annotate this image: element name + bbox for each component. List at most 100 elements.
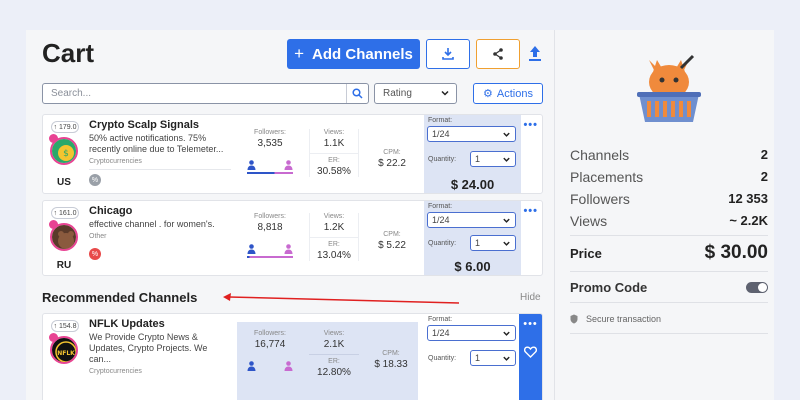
svg-text:$: $: [63, 149, 69, 159]
rank-badge: ↑ 154.8: [51, 320, 79, 332]
upload-button[interactable]: [526, 42, 544, 64]
avatar-image: NFLK: [52, 338, 76, 362]
channel-avatar[interactable]: [50, 223, 78, 251]
male-icon: [247, 160, 256, 170]
er-value: 12.80%: [317, 367, 351, 378]
actions-label: Actions: [496, 87, 533, 100]
heart-icon[interactable]: [524, 346, 537, 358]
search-input[interactable]: Search...: [42, 83, 369, 104]
gender-bar: [247, 256, 293, 258]
format-value: 1/24: [432, 328, 450, 338]
views-label: Views:: [323, 213, 345, 220]
more-menu-icon[interactable]: •••: [523, 318, 538, 330]
quantity-select[interactable]: 1: [470, 151, 516, 167]
format-value: 1/24: [432, 215, 450, 225]
cpm-label: CPM:: [383, 149, 401, 156]
gender-bar: [247, 172, 293, 174]
plus-icon: +: [294, 44, 305, 63]
channel-info: Chicago effective channel . for women's.…: [89, 205, 231, 260]
format-select[interactable]: 1/24: [427, 126, 516, 142]
channel-name[interactable]: Chicago: [89, 205, 133, 217]
add-channels-button[interactable]: + Add Channels: [287, 39, 420, 69]
er-label: ER:: [309, 354, 359, 365]
followers-value: 12 353: [728, 191, 768, 206]
quantity-label: Quantity:: [428, 240, 457, 247]
channel-avatar[interactable]: NFLK: [50, 336, 78, 364]
secure-transaction: Secure transaction: [570, 314, 661, 324]
er-label: ER:: [310, 153, 358, 164]
cart-item: ↑ 161.0 RU Chicago effective channel . f…: [42, 200, 543, 276]
format-label: Format:: [428, 316, 453, 323]
channel-description: 50% active notifications. 75% recently o…: [89, 133, 224, 154]
country-code: RU: [56, 260, 72, 271]
favorite-dot: [49, 333, 58, 342]
add-channels-label: Add Channels: [312, 45, 413, 63]
secure-label: Secure transaction: [586, 314, 662, 324]
cpm-value: $ 5.22: [378, 240, 406, 251]
svg-text:NFLK: NFLK: [57, 350, 75, 357]
cpm-stat: CPM: $ 18.33: [368, 350, 414, 370]
quantity-select[interactable]: 1: [470, 235, 516, 251]
hide-recommended-link[interactable]: Hide: [520, 292, 541, 303]
more-menu-icon[interactable]: •••: [523, 119, 538, 131]
chevron-down-icon: [503, 132, 510, 137]
rank-value: 179.0: [58, 123, 77, 131]
gear-icon: ⚙: [483, 88, 493, 100]
cpm-value: $ 22.2: [378, 158, 406, 169]
cpm-value: $ 18.33: [374, 359, 408, 370]
download-button[interactable]: [426, 39, 470, 69]
cpm-stat: CPM: $ 22.2: [369, 149, 415, 169]
channel-name[interactable]: NFLK Updates: [89, 318, 165, 330]
percent-badge: %: [89, 248, 101, 260]
channel-category: Other: [89, 233, 107, 240]
quantity-label: Quantity:: [428, 355, 457, 362]
followers-stat: Followers: 3,535: [247, 129, 293, 149]
format-select[interactable]: 1/24: [427, 325, 516, 341]
avatar-image: [52, 225, 76, 249]
promo-label: Promo Code: [570, 280, 648, 295]
channel-avatar[interactable]: $: [50, 137, 78, 165]
recommended-title: Recommended Channels: [42, 290, 198, 305]
add-to-cart-column[interactable]: •••: [519, 314, 542, 400]
male-icon: [247, 361, 256, 371]
quantity-value: 1: [475, 238, 481, 248]
cpm-label: CPM:: [383, 231, 401, 238]
more-menu-icon[interactable]: •••: [523, 205, 538, 217]
share-button[interactable]: [476, 39, 520, 69]
rank-value: 161.0: [58, 209, 77, 217]
search-icon: [352, 88, 363, 99]
cart-summary: Channels 2 Placements 2 Followers 12 353…: [554, 30, 774, 400]
channel-description: effective channel . for women's.: [89, 219, 215, 229]
sort-select[interactable]: Rating: [374, 83, 457, 104]
rank-badge: ↑ 161.0: [51, 207, 79, 219]
shield-icon: [570, 314, 578, 324]
favorite-dot: [49, 134, 58, 143]
annotation-arrow: [223, 293, 460, 304]
channel-name[interactable]: Crypto Scalp Signals: [89, 119, 200, 131]
price-value: $ 30.00: [704, 242, 768, 263]
rank-value: 154.8: [58, 322, 77, 330]
search-placeholder: Search...: [51, 88, 92, 99]
promo-toggle[interactable]: [746, 282, 768, 293]
search-button[interactable]: [346, 84, 368, 103]
gender-split: [247, 160, 293, 170]
percent-badge: %: [89, 174, 101, 186]
quantity-select[interactable]: 1: [470, 350, 516, 366]
avatar-image: $: [52, 139, 76, 163]
placements-value: 2: [760, 169, 768, 184]
views-label: Views:: [323, 129, 345, 136]
channel-identity: ↑ 161.0 RU: [43, 201, 85, 275]
views-label: Views:: [323, 330, 345, 337]
views-stat: Views: 1.1K ER: 30.58%: [309, 129, 359, 177]
followers-value: 8,818: [257, 222, 283, 233]
followers-label: Followers:: [254, 330, 286, 337]
quantity-value: 1: [475, 353, 481, 363]
followers-label: Followers: [570, 191, 630, 207]
followers-stat: Followers: 8,818: [247, 213, 293, 233]
actions-button[interactable]: ⚙ Actions: [473, 83, 543, 104]
chevron-down-icon: [503, 331, 510, 336]
format-select[interactable]: 1/24: [427, 212, 516, 228]
views-stat: Views: 2.1K ER: 12.80%: [309, 330, 359, 378]
female-icon: [284, 160, 293, 170]
followers-label: Followers:: [254, 129, 286, 136]
